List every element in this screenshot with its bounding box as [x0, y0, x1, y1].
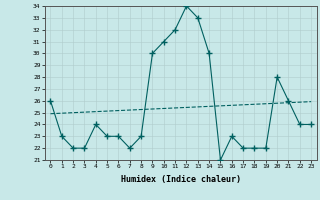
X-axis label: Humidex (Indice chaleur): Humidex (Indice chaleur): [121, 175, 241, 184]
